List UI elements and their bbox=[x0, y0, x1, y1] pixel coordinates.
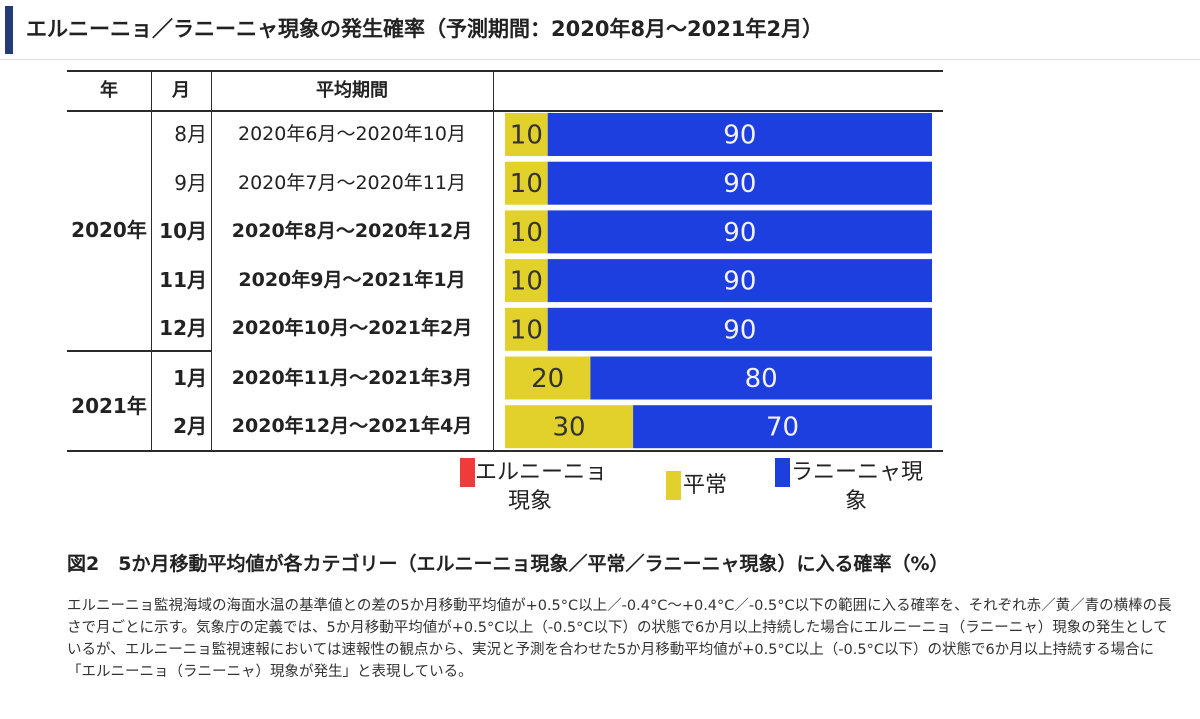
period-cell: 2020年6月〜2020年10月 bbox=[238, 123, 466, 145]
period-cell: 2020年7月〜2020年11月 bbox=[238, 172, 466, 194]
legend-swatch-el-nino bbox=[460, 458, 475, 487]
bar-segment-la-nina bbox=[633, 405, 932, 449]
legend-item-el-nino: エルニーニョ 現象 bbox=[460, 458, 630, 520]
month-cell: 8月 bbox=[174, 122, 207, 146]
legend-label-la-nina-line1: ラニーニャ現 bbox=[791, 460, 924, 485]
table-bottom-rule bbox=[67, 450, 943, 452]
header-accent-bar bbox=[5, 6, 13, 54]
bar-segment-normal bbox=[505, 356, 591, 400]
bar-value-label-la-nina: 90 bbox=[723, 169, 756, 199]
bar-segment-la-nina bbox=[547, 161, 932, 205]
bar-value-label-normal: 10 bbox=[510, 218, 543, 248]
bar-value-label-la-nina: 80 bbox=[745, 364, 778, 394]
probability-chart: 年 月 平均期間 2020年 2021年 8月 9月 10月 11月 12月 1… bbox=[67, 70, 943, 452]
bar-segment-normal bbox=[505, 210, 548, 254]
bar-segment-normal bbox=[505, 161, 548, 205]
year-2021: 2021年 bbox=[71, 394, 147, 418]
header-bottom-rule bbox=[67, 110, 943, 112]
bar-value-label-normal: 10 bbox=[510, 121, 543, 151]
bar-value-label-la-nina: 90 bbox=[723, 121, 756, 151]
page-title: エルニーニョ／ラニーニャ現象の発生確率（予測期間：2020年8月〜2021年2月… bbox=[26, 17, 824, 41]
year-column-rule bbox=[151, 70, 152, 452]
bar-value-label-normal: 10 bbox=[510, 315, 543, 345]
month-cell: 11月 bbox=[159, 268, 207, 292]
bar-segment-normal bbox=[505, 259, 548, 303]
bar-value-label-la-nina: 70 bbox=[766, 413, 799, 443]
bar-value-label-normal: 10 bbox=[510, 267, 543, 297]
legend-label-el-nino-line1: エルニーニョ bbox=[475, 460, 608, 485]
legend-swatch-normal bbox=[666, 471, 681, 500]
table-top-rule bbox=[67, 70, 943, 72]
month-cell: 12月 bbox=[159, 316, 207, 340]
year-divider-rule bbox=[67, 350, 211, 352]
bar-value-label-normal: 10 bbox=[510, 169, 543, 199]
bar-segment-normal bbox=[505, 405, 634, 449]
period-column-rule bbox=[493, 70, 494, 452]
header-month: 月 bbox=[172, 80, 190, 101]
bar-segment-normal bbox=[505, 307, 548, 351]
legend-item-normal: 平常 bbox=[666, 471, 756, 503]
period-cell: 2020年8月〜2020年12月 bbox=[231, 220, 473, 242]
bar-value-label-normal: 20 bbox=[531, 364, 564, 394]
month-cell: 1月 bbox=[173, 366, 207, 390]
month-cell: 2月 bbox=[173, 414, 207, 438]
period-cell: 2020年11月〜2021年3月 bbox=[231, 367, 473, 389]
bar-value-label-la-nina: 90 bbox=[723, 218, 756, 248]
header-year: 年 bbox=[100, 80, 118, 101]
bar-segment-la-nina bbox=[547, 307, 932, 351]
legend-item-la-nina: ラニーニャ現 象 bbox=[775, 458, 945, 520]
month-column-rule bbox=[211, 70, 212, 452]
figure-caption-body: エルニーニョ監視海域の海面水温の基準値との差の5か月移動平均値が+0.5°C以上… bbox=[67, 598, 1172, 680]
figure-caption-title: 図2 5か月移動平均値が各カテゴリー（エルニーニョ現象／平常／ラニーニャ現象）に… bbox=[67, 553, 949, 575]
bar-value-label-la-nina: 90 bbox=[723, 267, 756, 297]
period-cell: 2020年10月〜2021年2月 bbox=[231, 317, 473, 339]
period-cell: 2020年12月〜2021年4月 bbox=[231, 415, 473, 437]
legend-swatch-la-nina bbox=[775, 458, 790, 487]
month-cell: 10月 bbox=[159, 219, 207, 243]
legend-label-el-nino-line2: 現象 bbox=[507, 489, 552, 514]
bar-value-label-la-nina: 90 bbox=[723, 315, 756, 345]
bar-segment-la-nina bbox=[547, 113, 932, 156]
bar-value-label-normal: 30 bbox=[553, 413, 586, 443]
bar-segment-la-nina bbox=[590, 356, 932, 400]
bar-segment-la-nina bbox=[547, 259, 932, 303]
period-cell: 2020年9月〜2021年1月 bbox=[238, 269, 466, 291]
bar-segment-normal bbox=[505, 113, 548, 156]
stacked-bar-plot: 10 90 10 90 10 90 10 90 10 90 20 80 30 70 bbox=[505, 113, 932, 449]
header-period: 平均期間 bbox=[316, 80, 388, 101]
year-2020: 2020年 bbox=[71, 218, 147, 242]
bar-segment-la-nina bbox=[547, 210, 932, 254]
month-cell: 9月 bbox=[174, 171, 207, 195]
legend-label-la-nina-line2: 象 bbox=[844, 489, 867, 514]
legend-label-normal: 平常 bbox=[683, 473, 728, 498]
page-header: エルニーニョ／ラニーニャ現象の発生確率（予測期間：2020年8月〜2021年2月… bbox=[0, 0, 1200, 60]
